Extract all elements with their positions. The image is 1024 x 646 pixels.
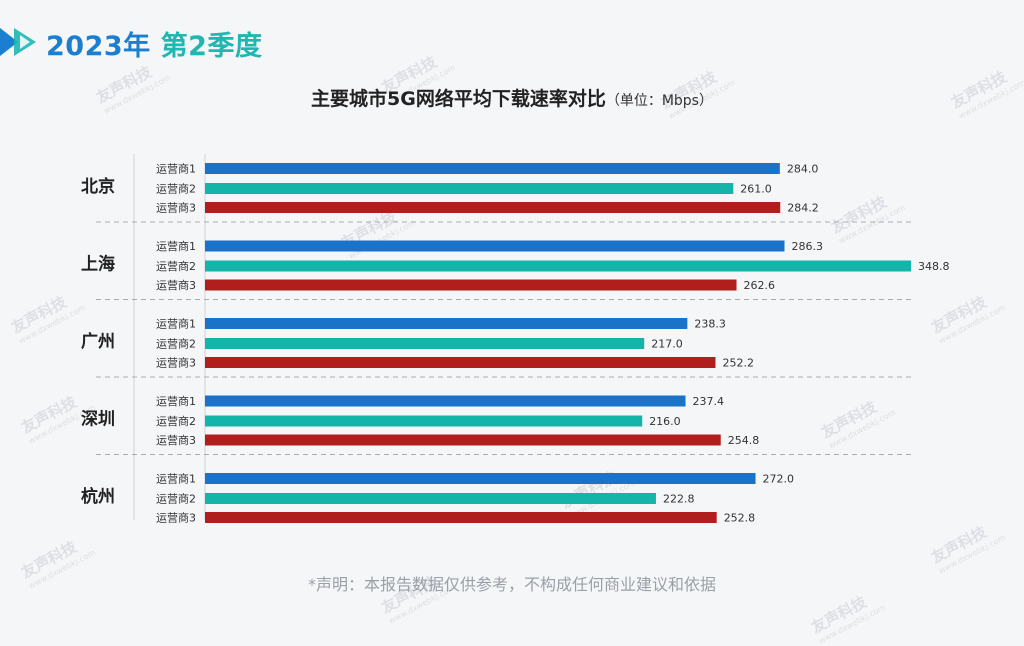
value-label: 284.2: [787, 202, 819, 215]
series-label: 运营商1: [156, 162, 196, 176]
bar: [205, 415, 643, 427]
value-label: 272.0: [763, 473, 795, 486]
value-label: 222.8: [663, 493, 695, 506]
bar: [205, 318, 688, 329]
bar: [205, 512, 717, 523]
group-label: 杭州: [81, 486, 115, 507]
bar: [205, 493, 656, 504]
value-label: 348.8: [918, 260, 950, 273]
group-label: 深圳: [81, 409, 115, 430]
bar: [205, 434, 721, 446]
bar: [205, 279, 737, 291]
bar: [205, 202, 781, 213]
bar: [205, 183, 734, 194]
bar: [205, 260, 911, 272]
logo-icon: [0, 28, 36, 56]
series-label: 运营商3: [156, 511, 196, 525]
value-label: 262.6: [744, 279, 776, 292]
series-label: 运营商2: [156, 337, 196, 351]
series-label: 运营商3: [156, 433, 196, 447]
value-label: 254.8: [728, 434, 760, 447]
series-label: 运营商1: [156, 317, 196, 331]
series-label: 运营商1: [156, 394, 196, 408]
series-label: 运营商3: [156, 278, 196, 292]
series-label: 运营商2: [156, 259, 196, 273]
value-label: 252.2: [722, 357, 754, 370]
bar: [205, 163, 780, 174]
value-label: 238.3: [694, 318, 726, 331]
group-label: 北京: [81, 176, 115, 197]
value-label: 216.0: [649, 415, 681, 428]
disclaimer-footnote: *声明：本报告数据仅供参考，不构成任何商业建议和依据: [307, 575, 716, 594]
series-label: 运营商2: [156, 182, 196, 196]
chart-title-text: 主要城市5G网络平均下载速率对比: [311, 88, 606, 110]
series-label: 运营商3: [156, 356, 196, 370]
report-quarter: 第2季度: [160, 31, 263, 62]
bar: [205, 338, 645, 349]
value-label: 286.3: [791, 240, 823, 253]
series-label: 运营商3: [156, 201, 196, 215]
bar: [205, 473, 756, 484]
series-label: 运营商1: [156, 472, 196, 486]
series-label: 运营商1: [156, 239, 196, 253]
group-label: 广州: [81, 331, 115, 352]
report-period: 2023年 第2季度: [46, 24, 262, 63]
chart-title: 主要城市5G网络平均下载速率对比（单位：Mbps）: [0, 84, 1024, 111]
value-label: 284.0: [787, 163, 819, 176]
value-label: 217.0: [651, 338, 683, 351]
report-year: 2023年: [46, 31, 151, 62]
series-label: 运营商2: [156, 414, 196, 428]
chart-unit-label: （单位：Mbps）: [605, 93, 713, 109]
value-label: 252.8: [724, 512, 756, 525]
group-label: 上海: [81, 254, 115, 275]
bar: [205, 240, 785, 252]
value-label: 237.4: [693, 395, 725, 408]
series-label: 运营商2: [156, 492, 196, 506]
bar: [205, 357, 716, 368]
bar: [205, 395, 686, 407]
value-label: 261.0: [740, 183, 772, 196]
